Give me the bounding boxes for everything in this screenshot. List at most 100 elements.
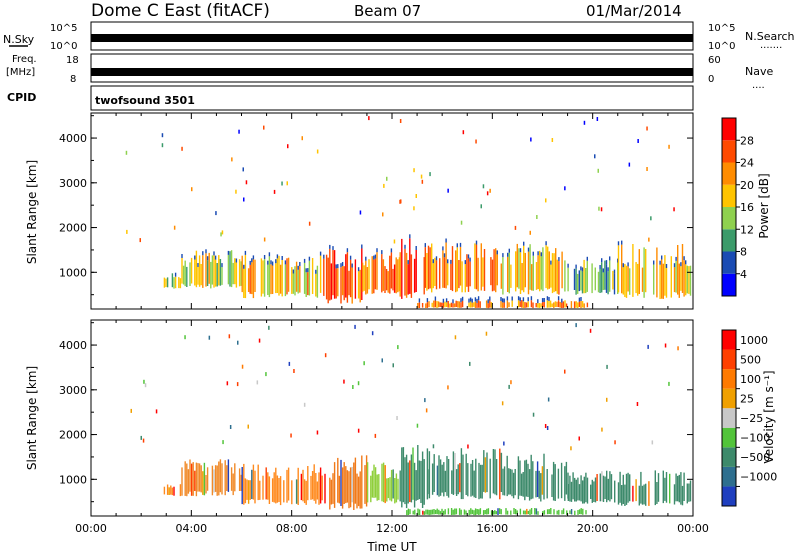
echo-streak	[506, 300, 509, 308]
echo-streak	[168, 487, 170, 495]
echo-streak	[570, 509, 573, 515]
echo-point	[575, 323, 577, 328]
echo-streak	[662, 263, 664, 299]
echo-streak	[522, 510, 525, 515]
echo-streak	[569, 510, 571, 514]
echo-streak	[441, 302, 443, 308]
echo-point	[161, 133, 164, 138]
echo-streak	[586, 260, 588, 292]
echo-streak	[680, 472, 682, 505]
nave-tick-low: 0	[708, 74, 714, 85]
echo-streak	[586, 302, 589, 308]
echo-point	[646, 126, 648, 131]
echo-point	[647, 344, 649, 349]
echo-streak	[398, 257, 401, 292]
echo-streak	[307, 272, 309, 296]
echo-fringe	[365, 256, 367, 261]
echo-streak	[287, 257, 290, 292]
echo-fringe	[267, 260, 269, 265]
echo-fringe	[527, 247, 530, 252]
echo-fringe	[235, 258, 238, 263]
colorbar-segment	[722, 251, 736, 274]
echo-streak	[303, 479, 306, 504]
echo-fringe	[243, 264, 245, 269]
echo-point	[222, 440, 224, 445]
echo-streak	[515, 251, 517, 292]
echo-streak	[417, 445, 419, 500]
echo-streak	[210, 261, 212, 289]
echo-streak	[335, 268, 337, 299]
echo-streak	[520, 473, 523, 496]
echo-streak	[599, 473, 601, 502]
echo-streak	[205, 475, 207, 494]
echo-streak	[548, 251, 550, 289]
echo-streak	[460, 448, 463, 500]
echo-fringe	[541, 298, 544, 303]
echo-point	[673, 207, 675, 212]
echo-streak	[361, 455, 363, 509]
power-panel: 1000 2000 3000 4000 Slant Range [km] 4 8 12 16…	[25, 112, 771, 310]
echo-streak	[219, 259, 222, 286]
velocity-panel: 1000 2000 3000 4000 00:00 04:00 08:00 12:00 16:…	[25, 319, 777, 554]
echo-point	[514, 225, 517, 230]
echo-streak	[407, 462, 409, 504]
echo-streak	[546, 509, 549, 515]
echo-streak	[495, 511, 498, 515]
echo-streak	[629, 268, 631, 295]
echo-fringe	[586, 256, 588, 261]
echo-streak	[582, 480, 584, 504]
echo-fringe	[305, 268, 307, 273]
echo-streak	[532, 461, 534, 499]
echo-streak	[184, 260, 186, 287]
echo-point	[503, 441, 505, 446]
echo-point	[467, 444, 469, 449]
echo-fringe	[319, 251, 322, 256]
echo-point	[480, 204, 482, 209]
echo-streak	[412, 447, 414, 500]
echo-fringe	[432, 259, 434, 264]
echo-point	[600, 207, 603, 212]
echo-point	[287, 144, 289, 149]
echo-point	[191, 187, 193, 192]
echo-streak	[240, 474, 242, 491]
echo-point	[173, 225, 176, 230]
y-tick-label: 3000	[59, 177, 87, 190]
echo-streak	[688, 266, 690, 294]
echo-streak	[463, 509, 466, 515]
echo-point	[544, 424, 547, 428]
echo-point	[139, 238, 141, 243]
echo-streak	[436, 465, 439, 496]
echo-streak	[381, 463, 383, 502]
echo-fringe	[580, 266, 582, 271]
echo-streak	[522, 301, 525, 308]
nsky-tick-low: 10^0	[50, 41, 77, 52]
echo-streak	[200, 264, 202, 286]
echo-point	[501, 401, 504, 406]
echo-streak	[232, 262, 234, 285]
echo-fringe	[607, 267, 609, 272]
echo-streak	[612, 270, 614, 290]
echo-point	[181, 146, 183, 151]
echo-streak	[675, 260, 677, 293]
echo-point	[130, 408, 132, 413]
echo-fringe	[445, 298, 448, 303]
echo-streak	[263, 259, 266, 297]
echo-streak	[427, 245, 430, 290]
echo-streak	[538, 470, 540, 499]
echo-streak	[279, 476, 282, 506]
echo-streak	[540, 303, 542, 308]
echo-streak	[621, 244, 623, 294]
echo-streak	[230, 467, 233, 491]
echo-streak	[478, 509, 480, 515]
echo-streak	[257, 464, 259, 501]
echo-streak	[189, 459, 191, 492]
echo-fringe	[346, 248, 349, 253]
echo-fringe	[299, 262, 301, 266]
echo-streak	[452, 303, 454, 308]
echo-streak	[521, 300, 523, 308]
echo-streak	[555, 248, 557, 292]
echo-fringe	[329, 244, 331, 249]
echo-fringe	[297, 265, 299, 270]
echo-streak	[305, 272, 307, 297]
echo-point	[208, 335, 211, 340]
